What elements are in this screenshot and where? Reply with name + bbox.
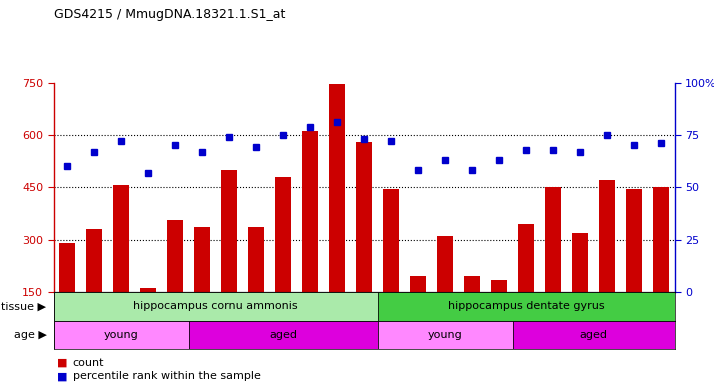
Bar — [410, 276, 426, 292]
Bar — [188, 321, 378, 349]
Bar — [437, 236, 453, 292]
Bar — [383, 189, 399, 292]
Text: hippocampus cornu ammonis: hippocampus cornu ammonis — [134, 301, 298, 311]
Bar — [356, 142, 372, 292]
Bar — [86, 229, 102, 292]
Bar — [329, 84, 346, 292]
Bar — [54, 292, 378, 321]
Bar — [653, 187, 669, 292]
Bar — [221, 170, 237, 292]
Bar — [572, 233, 588, 292]
Text: count: count — [73, 358, 104, 368]
Text: age ▶: age ▶ — [14, 330, 46, 340]
Text: aged: aged — [580, 330, 608, 340]
Bar — [513, 321, 675, 349]
Bar — [113, 185, 129, 292]
Bar — [518, 224, 534, 292]
Text: ■: ■ — [57, 371, 68, 381]
Bar — [59, 243, 75, 292]
Bar — [302, 131, 318, 292]
Text: tissue ▶: tissue ▶ — [1, 301, 46, 311]
Text: young: young — [104, 330, 139, 340]
Bar — [599, 180, 615, 292]
Bar — [54, 321, 188, 349]
Bar — [491, 280, 507, 292]
Text: ■: ■ — [57, 358, 68, 368]
Bar — [194, 227, 210, 292]
Text: young: young — [428, 330, 463, 340]
Text: hippocampus dentate gyrus: hippocampus dentate gyrus — [448, 301, 605, 311]
Bar — [378, 292, 675, 321]
Bar — [464, 276, 481, 292]
Bar — [248, 227, 264, 292]
Bar — [275, 177, 291, 292]
Bar — [626, 189, 643, 292]
Bar — [378, 321, 513, 349]
Text: aged: aged — [269, 330, 297, 340]
Text: GDS4215 / MmugDNA.18321.1.S1_at: GDS4215 / MmugDNA.18321.1.S1_at — [54, 8, 285, 21]
Bar — [140, 288, 156, 292]
Text: percentile rank within the sample: percentile rank within the sample — [73, 371, 261, 381]
Bar — [167, 220, 183, 292]
Bar — [545, 187, 561, 292]
